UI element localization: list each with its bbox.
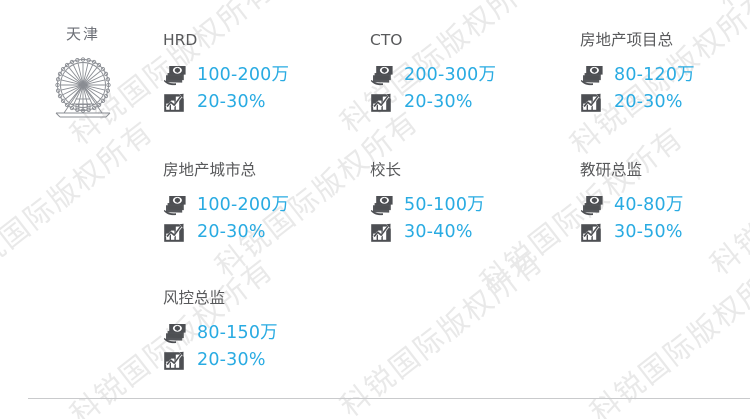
bar-chart-arrow-icon bbox=[163, 91, 189, 113]
salary-metric: 80-120万 bbox=[580, 62, 750, 87]
growth-metric: 30-50% bbox=[580, 219, 750, 244]
growth-metric: 20-30% bbox=[163, 347, 383, 372]
growth-metric: 20-30% bbox=[163, 89, 383, 114]
money-stack-icon bbox=[370, 64, 396, 86]
city-block: 天津 bbox=[28, 24, 138, 124]
growth-metric: 20-30% bbox=[580, 89, 750, 114]
role-title: 房地产城市总 bbox=[163, 161, 257, 179]
growth-metric: 20-30% bbox=[370, 89, 590, 114]
role-card: 房地产城市总 100-200万 20-30% bbox=[163, 160, 383, 246]
growth-metric-value: 30-40% bbox=[404, 221, 473, 242]
role-title: 风控总监 bbox=[163, 289, 226, 307]
money-stack-icon bbox=[580, 194, 606, 216]
role-card: CTO 200-300万 20-30% bbox=[370, 30, 590, 116]
salary-metric-value: 100-200万 bbox=[197, 194, 290, 215]
salary-metric-value: 200-300万 bbox=[404, 64, 497, 85]
salary-metric: 40-80万 bbox=[580, 192, 750, 217]
role-card: 教研总监 40-80万 30-50% bbox=[580, 160, 750, 246]
bar-chart-arrow-icon bbox=[163, 221, 189, 243]
growth-metric-value: 20-30% bbox=[197, 91, 266, 112]
salary-metric-value: 100-200万 bbox=[197, 64, 290, 85]
bar-chart-arrow-icon bbox=[163, 349, 189, 371]
growth-metric-value: 30-50% bbox=[614, 221, 683, 242]
role-title: 房地产项目总 bbox=[580, 31, 674, 49]
growth-metric: 30-40% bbox=[370, 219, 590, 244]
footer-divider bbox=[28, 398, 750, 399]
money-stack-icon bbox=[163, 194, 189, 216]
bar-chart-arrow-icon bbox=[580, 221, 606, 243]
growth-metric-value: 20-30% bbox=[197, 349, 266, 370]
bar-chart-arrow-icon bbox=[370, 221, 396, 243]
city-name: 天津 bbox=[65, 25, 100, 43]
salary-metric-value: 80-150万 bbox=[197, 322, 278, 343]
growth-metric-value: 20-30% bbox=[197, 221, 266, 242]
role-card: 校长 50-100万 30-40% bbox=[370, 160, 590, 246]
role-card: 风控总监 80-150万 20-30% bbox=[163, 288, 383, 374]
bar-chart-arrow-icon bbox=[370, 91, 396, 113]
role-title: 校长 bbox=[370, 161, 402, 179]
role-card: HRD 100-200万 20-30% bbox=[163, 30, 383, 116]
salary-metric-value: 50-100万 bbox=[404, 194, 485, 215]
money-stack-icon bbox=[370, 194, 396, 216]
growth-metric-value: 20-30% bbox=[404, 91, 473, 112]
money-stack-icon bbox=[580, 64, 606, 86]
salary-metric: 100-200万 bbox=[163, 192, 383, 217]
bar-chart-arrow-icon bbox=[580, 91, 606, 113]
role-card: 房地产项目总 80-120万 20-30% bbox=[580, 30, 750, 116]
salary-metric: 100-200万 bbox=[163, 62, 383, 87]
salary-metric-value: 40-80万 bbox=[614, 194, 684, 215]
money-stack-icon bbox=[163, 322, 189, 344]
salary-metric: 80-150万 bbox=[163, 320, 383, 345]
money-stack-icon bbox=[163, 64, 189, 86]
role-title: 教研总监 bbox=[580, 161, 643, 179]
salary-metric: 200-300万 bbox=[370, 62, 590, 87]
ferris-wheel-icon bbox=[28, 56, 138, 124]
growth-metric: 20-30% bbox=[163, 219, 383, 244]
role-title: CTO bbox=[370, 31, 403, 49]
growth-metric-value: 20-30% bbox=[614, 91, 683, 112]
salary-metric: 50-100万 bbox=[370, 192, 590, 217]
role-title: HRD bbox=[163, 31, 198, 49]
salary-metric-value: 80-120万 bbox=[614, 64, 695, 85]
